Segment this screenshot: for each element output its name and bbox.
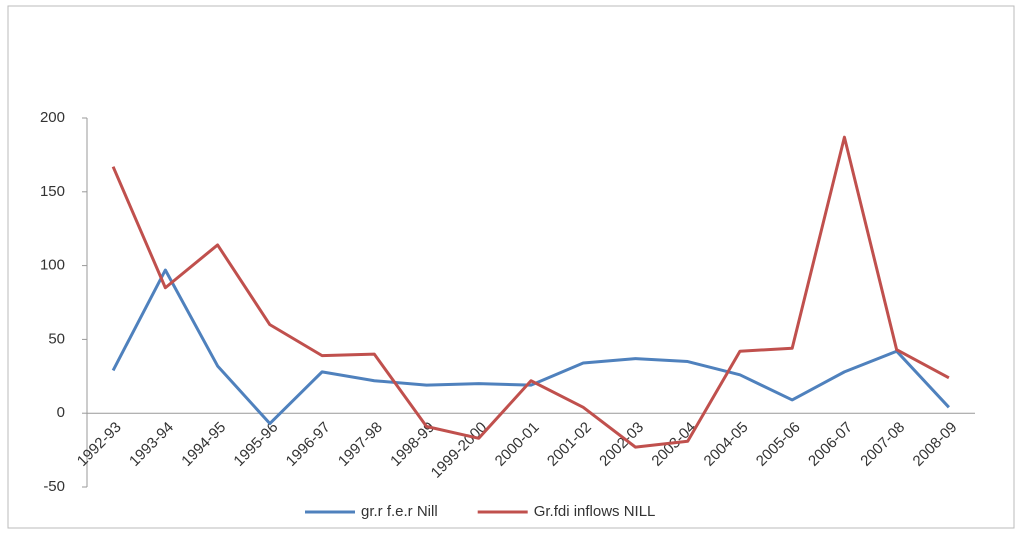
y-tick-label: -50	[43, 478, 65, 495]
y-tick-label: 50	[48, 330, 65, 347]
legend-label: gr.r f.e.r Nill	[361, 503, 438, 520]
x-tick-label: 1992-93	[74, 419, 125, 470]
x-tick-label: 1994-95	[178, 419, 229, 470]
y-tick-label: 200	[40, 109, 65, 126]
series-line	[111, 135, 950, 449]
x-tick-label: 1996-97	[283, 419, 334, 470]
chart-frame	[7, 5, 1015, 529]
x-tick-label: 1995-96	[231, 419, 282, 470]
y-tick-label: 150	[40, 183, 65, 200]
y-tick-label: 0	[57, 404, 65, 421]
x-tick-label: 2004-05	[701, 419, 752, 470]
x-tick-label: 2007-08	[857, 419, 908, 470]
x-tick-label: 2006-07	[805, 419, 856, 470]
legend-label: Gr.fdi inflows NILL	[534, 503, 656, 520]
x-tick-label: 2002-03	[596, 419, 647, 470]
x-tick-label: 1997-98	[335, 419, 386, 470]
x-tick-label: 1993-94	[126, 419, 177, 470]
x-tick-label: 2001-02	[544, 419, 595, 470]
x-tick-label: 2000-01	[492, 419, 543, 470]
series-line	[111, 268, 950, 426]
x-tick-label: 2005-06	[753, 419, 804, 470]
y-tick-label: 100	[40, 257, 65, 274]
x-tick-label: 2008-09	[910, 419, 961, 470]
